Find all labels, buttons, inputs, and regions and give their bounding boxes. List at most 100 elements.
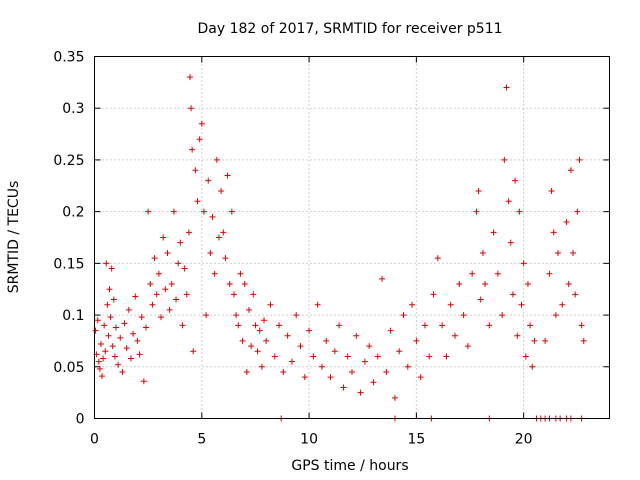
data-point: [119, 368, 126, 375]
y-tick-label: 0.35: [53, 50, 84, 66]
data-point: [288, 358, 295, 365]
data-point: [567, 167, 574, 174]
data-point: [396, 348, 403, 355]
data-point: [175, 260, 182, 267]
data-point: [198, 120, 205, 127]
data-point: [518, 301, 525, 308]
data-point: [241, 281, 248, 288]
data-point: [482, 281, 489, 288]
data-point: [92, 327, 99, 334]
data-point: [531, 337, 538, 344]
data-point: [239, 337, 246, 344]
data-point: [452, 332, 458, 339]
data-point: [387, 327, 394, 334]
data-point: [421, 322, 428, 329]
data-point: [185, 229, 192, 236]
data-point: [94, 317, 101, 324]
data-point: [263, 337, 270, 344]
y-tick-label: 0.2: [62, 205, 84, 221]
data-point: [95, 358, 102, 365]
data-point: [494, 270, 501, 277]
data-point: [235, 322, 242, 329]
tick-layer: 0 0.05 0.1 0.15 0.2 0.25 0.3 0.35 0 5 10 15 20: [53, 50, 610, 448]
data-point: [400, 312, 407, 319]
data-point: [203, 312, 210, 319]
data-point: [140, 378, 147, 385]
data-point: [164, 250, 171, 257]
data-point: [254, 348, 261, 355]
data-point: [477, 296, 484, 303]
data-point: [155, 270, 162, 277]
data-point: [181, 265, 188, 272]
data-point: [230, 291, 237, 298]
data-point: [383, 368, 390, 375]
data-point: [162, 286, 169, 293]
data-point: [357, 389, 364, 396]
data-point: [331, 348, 338, 355]
data-point: [125, 306, 132, 313]
data-point: [186, 74, 193, 81]
data-point: [509, 291, 516, 298]
data-point: [306, 327, 313, 334]
data-point: [503, 84, 510, 91]
data-point: [514, 332, 521, 339]
data-point: [475, 187, 482, 194]
data-point: [110, 296, 117, 303]
data-point: [379, 275, 386, 282]
data-point: [145, 208, 152, 215]
data-point: [196, 136, 203, 143]
data-point: [218, 187, 225, 194]
data-point: [127, 355, 134, 362]
data-point: [248, 343, 255, 350]
data-point: [417, 374, 424, 381]
data-point: [280, 368, 287, 375]
data-point: [344, 353, 351, 360]
data-point: [97, 341, 104, 348]
data-point: [222, 255, 229, 262]
data-point: [151, 255, 158, 262]
x-tick-label: 15: [407, 432, 425, 448]
data-point: [409, 301, 416, 308]
data-point: [318, 363, 325, 370]
data-point: [261, 317, 268, 324]
data-point: [205, 177, 212, 184]
data-point: [578, 322, 585, 329]
data-point: [443, 353, 450, 360]
data-point: [297, 343, 304, 350]
grid-layer: [94, 56, 610, 419]
data-point: [293, 312, 300, 319]
data-point: [220, 229, 227, 236]
data-point: [473, 208, 480, 215]
data-point: [233, 312, 240, 319]
data-point: [516, 208, 523, 215]
data-point: [430, 291, 437, 298]
data-point: [507, 239, 514, 246]
y-tick-label: 0.1: [62, 308, 84, 324]
data-point: [177, 239, 184, 246]
data-point: [361, 358, 368, 365]
data-point: [168, 281, 175, 288]
data-point: [256, 327, 263, 334]
data-point: [572, 291, 579, 298]
data-point: [439, 322, 446, 329]
data-point: [447, 301, 454, 308]
data-point: [243, 368, 250, 375]
data-point: [115, 361, 122, 368]
data-point: [111, 353, 118, 360]
data-point: [130, 330, 137, 337]
x-tick-label: 5: [197, 432, 206, 448]
data-point: [158, 314, 165, 321]
data-point: [520, 260, 527, 267]
data-point: [149, 301, 156, 308]
data-point: [252, 322, 259, 329]
data-point: [426, 353, 433, 360]
data-point: [102, 348, 109, 355]
data-point: [112, 324, 119, 331]
data-point: [105, 332, 112, 339]
data-point: [276, 322, 283, 329]
data-point: [258, 363, 265, 370]
data-point: [228, 208, 235, 215]
data-point: [96, 365, 103, 372]
data-point: [215, 234, 222, 241]
data-point: [522, 353, 529, 360]
